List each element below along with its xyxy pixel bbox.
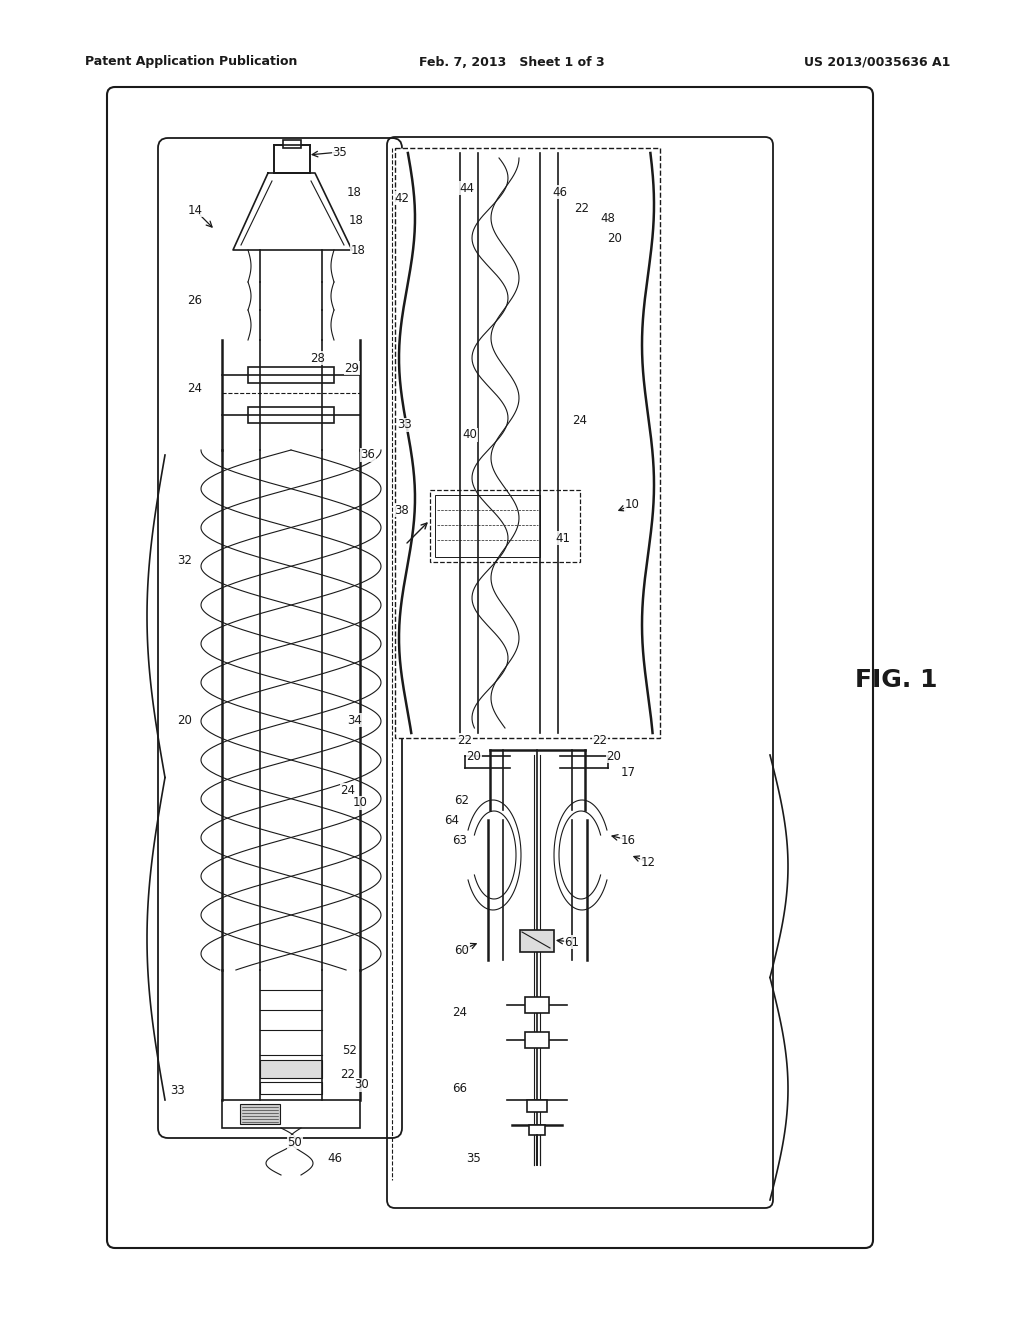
Text: 20: 20 — [607, 231, 623, 244]
Bar — [248, 407, 334, 422]
Text: 24: 24 — [187, 381, 203, 395]
Bar — [283, 140, 301, 148]
Text: 33: 33 — [171, 1084, 185, 1097]
Text: 20: 20 — [467, 750, 481, 763]
Bar — [435, 495, 540, 557]
Bar — [525, 1032, 549, 1048]
Text: 46: 46 — [553, 186, 567, 198]
Text: 30: 30 — [354, 1078, 370, 1092]
Text: 64: 64 — [444, 813, 460, 826]
Bar — [240, 1104, 280, 1125]
Text: 60: 60 — [455, 944, 469, 957]
Text: 24: 24 — [453, 1006, 468, 1019]
Text: 22: 22 — [593, 734, 607, 747]
Text: 29: 29 — [344, 362, 359, 375]
Text: 22: 22 — [341, 1068, 355, 1081]
Bar — [260, 1060, 322, 1078]
Bar — [222, 1100, 360, 1129]
Text: 35: 35 — [333, 145, 347, 158]
Text: 63: 63 — [453, 833, 467, 846]
Text: 36: 36 — [360, 449, 376, 462]
Text: Patent Application Publication: Patent Application Publication — [85, 55, 297, 69]
Text: 34: 34 — [347, 714, 362, 726]
FancyBboxPatch shape — [106, 87, 873, 1247]
Text: 44: 44 — [460, 181, 474, 194]
Text: Feb. 7, 2013   Sheet 1 of 3: Feb. 7, 2013 Sheet 1 of 3 — [419, 55, 605, 69]
Text: 52: 52 — [343, 1044, 357, 1056]
Text: 22: 22 — [458, 734, 472, 747]
Bar — [248, 367, 334, 383]
Text: 32: 32 — [177, 553, 193, 566]
Text: 16: 16 — [621, 833, 636, 846]
Text: 18: 18 — [346, 186, 361, 199]
Text: 42: 42 — [394, 191, 410, 205]
Text: 50: 50 — [288, 1135, 302, 1148]
Text: 40: 40 — [463, 429, 477, 441]
Text: 35: 35 — [467, 1151, 481, 1164]
Bar — [430, 490, 580, 562]
Bar — [395, 148, 660, 738]
Bar — [260, 1082, 322, 1094]
Text: 17: 17 — [621, 766, 636, 779]
Bar — [527, 1100, 547, 1111]
Text: 48: 48 — [600, 211, 615, 224]
Text: 10: 10 — [625, 499, 639, 511]
Text: US 2013/0035636 A1: US 2013/0035636 A1 — [804, 55, 950, 69]
Text: FIG. 1: FIG. 1 — [855, 668, 938, 692]
Text: 22: 22 — [574, 202, 590, 214]
Text: 33: 33 — [397, 418, 413, 432]
Bar — [529, 1125, 545, 1135]
Text: 14: 14 — [187, 203, 203, 216]
Text: 62: 62 — [455, 793, 469, 807]
Text: 20: 20 — [606, 750, 622, 763]
Text: 18: 18 — [348, 214, 364, 227]
Text: 61: 61 — [564, 936, 580, 949]
Text: 24: 24 — [572, 413, 588, 426]
Text: 26: 26 — [187, 293, 203, 306]
Bar — [525, 997, 549, 1012]
Text: 18: 18 — [350, 243, 366, 256]
Text: 66: 66 — [453, 1081, 468, 1094]
Polygon shape — [233, 173, 352, 249]
Bar — [520, 931, 554, 952]
Text: 41: 41 — [555, 532, 570, 544]
Text: 12: 12 — [640, 855, 655, 869]
Text: 46: 46 — [328, 1151, 342, 1164]
Text: 20: 20 — [177, 714, 193, 726]
Text: 38: 38 — [394, 503, 410, 516]
Text: 28: 28 — [310, 351, 326, 364]
Text: 10: 10 — [352, 796, 368, 809]
Text: 24: 24 — [341, 784, 355, 796]
Bar — [274, 145, 310, 173]
